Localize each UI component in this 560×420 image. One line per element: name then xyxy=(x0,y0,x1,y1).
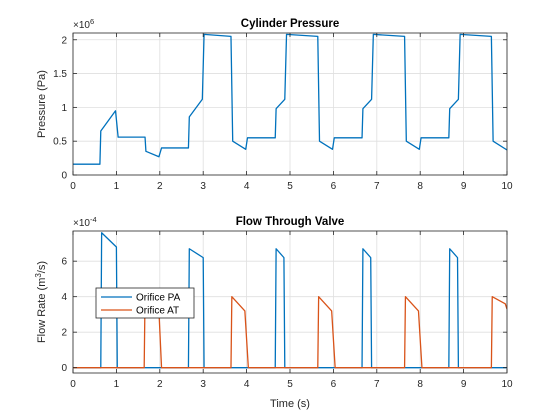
x-tick-label: 3 xyxy=(200,379,206,390)
x-tick-label: 8 xyxy=(417,379,423,390)
exponent-base: ×10 xyxy=(73,20,90,31)
x-tick-label: 5 xyxy=(287,181,293,192)
y-tick-label: 0.5 xyxy=(53,137,67,148)
y-axis-label-end: /s) xyxy=(36,261,48,273)
y-tick-label: 0 xyxy=(61,171,67,182)
y-axis-label: Pressure (Pa) xyxy=(36,70,48,138)
x-tick-label: 0 xyxy=(70,181,76,192)
exponent-label: ×106 xyxy=(73,17,94,31)
chart-title: Flow Through Valve xyxy=(236,216,345,228)
flow-axes: 0 1 2 3 4 5 6 7 8 9 10 0 2 4 6 ×10-4 Flow Through Valve F… xyxy=(34,215,513,410)
y-tick-label: 1.5 xyxy=(53,69,67,80)
legend: Orifice PA Orifice AT xyxy=(95,287,195,319)
y-tick-label: 2 xyxy=(61,328,67,339)
x-tick-label: 6 xyxy=(331,379,337,390)
legend-entry: Orifice AT xyxy=(136,306,179,317)
x-tick-label: 1 xyxy=(114,181,120,192)
series-line-orifice-at xyxy=(73,296,507,369)
y-tick-label: 1 xyxy=(61,103,67,114)
x-tick-label: 6 xyxy=(331,181,337,192)
y-axis-label-main: Flow Rate (m xyxy=(36,278,48,343)
x-tick-label: 2 xyxy=(157,379,163,390)
x-axis-label: Time (s) xyxy=(270,398,310,410)
y-axis-label-sup: 3 xyxy=(34,273,43,278)
y-tick-label: 4 xyxy=(61,292,67,303)
x-tick-label: 9 xyxy=(461,379,467,390)
x-tick-label: 7 xyxy=(374,181,380,192)
x-tick-label: 10 xyxy=(501,181,513,192)
exponent-label: ×10-4 xyxy=(73,215,97,229)
legend-box xyxy=(95,287,195,319)
x-tick-label: 0 xyxy=(70,379,76,390)
x-tick-label: 8 xyxy=(417,181,423,192)
x-tick-label: 3 xyxy=(200,181,206,192)
y-tick-label: 2 xyxy=(61,35,67,46)
x-tick-label: 9 xyxy=(461,181,467,192)
x-tick-label: 10 xyxy=(501,379,513,390)
legend-entry: Orifice PA xyxy=(136,293,181,304)
chart-title: Cylinder Pressure xyxy=(241,18,339,30)
x-tick-label: 4 xyxy=(244,379,250,390)
series-line-0 xyxy=(73,33,507,165)
exponent-base: ×10 xyxy=(73,218,90,229)
y-tick-label: 6 xyxy=(61,257,67,268)
exponent-power: -4 xyxy=(90,215,97,224)
x-tick-label: 1 xyxy=(114,379,120,390)
exponent-power: 6 xyxy=(90,17,94,26)
series-group xyxy=(73,33,507,165)
x-tick-label: 2 xyxy=(157,181,163,192)
x-tick-label: 7 xyxy=(374,379,380,390)
x-tick-label: 5 xyxy=(287,379,293,390)
y-tick-label: 0 xyxy=(61,363,67,374)
y-axis-label: Flow Rate (m3/s) xyxy=(34,261,48,343)
x-tick-label: 4 xyxy=(244,181,250,192)
